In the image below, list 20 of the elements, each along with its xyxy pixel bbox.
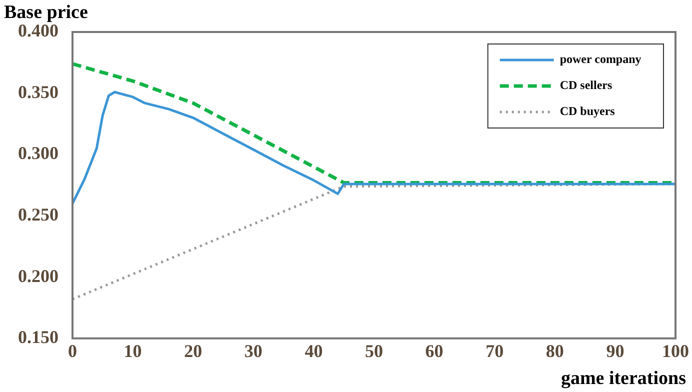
x-tick-label: 20 (184, 340, 202, 361)
legend-label: CD buyers (560, 104, 616, 118)
legend-label: power company (560, 52, 642, 66)
y-tick-label: 0.200 (18, 266, 58, 286)
x-tick-label: 10 (124, 340, 142, 361)
y-tick-label: 0.150 (18, 327, 58, 348)
x-tick-label: 80 (546, 340, 564, 361)
x-tick-label: 70 (486, 340, 504, 361)
y-tick-label: 0.250 (18, 204, 58, 224)
x-axis-title: game iterations (560, 368, 686, 390)
x-tick-label: 50 (365, 340, 383, 361)
x-tick-label: 0 (68, 340, 77, 361)
x-tick-label: 90 (606, 340, 624, 361)
x-tick-label: 40 (304, 340, 323, 361)
x-tick-label: 60 (425, 340, 444, 361)
x-tick-label: 100 (662, 340, 689, 361)
x-tick-label: 30 (244, 340, 262, 361)
y-tick-label: 0.300 (18, 143, 58, 164)
legend-label: CD sellers (560, 78, 612, 92)
y-tick-label: 0.350 (18, 82, 58, 102)
